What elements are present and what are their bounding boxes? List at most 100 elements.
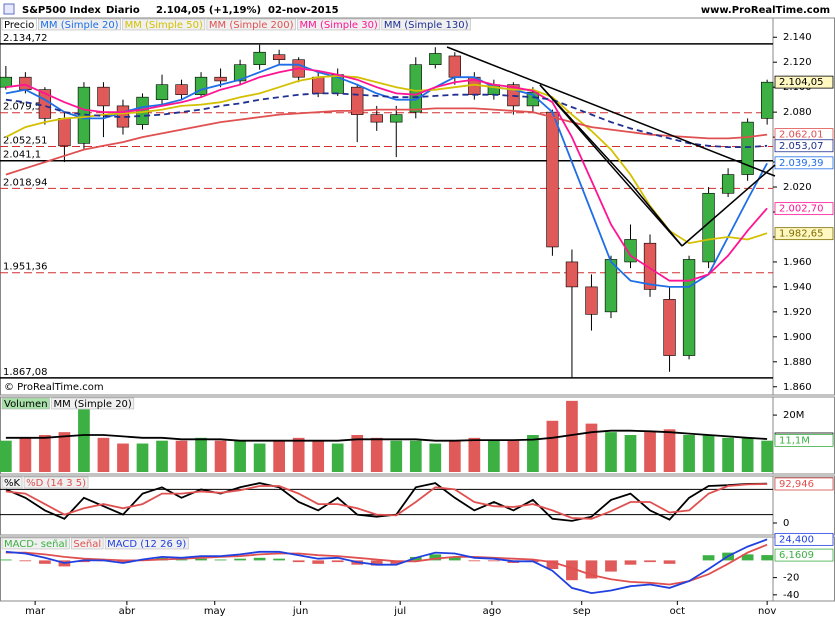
level-label: 1.951,36 bbox=[3, 262, 48, 273]
y-tick-label: 2.020 bbox=[783, 182, 812, 193]
histogram-bar bbox=[566, 560, 578, 581]
candle-body bbox=[546, 111, 559, 248]
candle-body bbox=[155, 84, 169, 100]
candle-body bbox=[721, 174, 735, 194]
volume-bar bbox=[195, 437, 207, 472]
candle-body bbox=[741, 121, 754, 175]
volume-bar bbox=[566, 400, 578, 472]
histogram-bar bbox=[195, 558, 207, 561]
value-tag-label: 24,400 bbox=[779, 534, 814, 545]
value-tag-label: 2.104,05 bbox=[779, 77, 824, 88]
last-price: 2.104,05 (+1,19%) bbox=[156, 5, 261, 16]
value-tag-label: 2.039,39 bbox=[779, 158, 824, 169]
legend-label: MACD- señal bbox=[4, 539, 67, 550]
legend-box bbox=[38, 18, 121, 31]
x-tick-label: oct bbox=[670, 606, 686, 617]
y-tick-label: 1.900 bbox=[783, 332, 812, 343]
value-tag-label: 6,1609 bbox=[779, 550, 814, 561]
volume-bar bbox=[702, 435, 715, 472]
histogram-bar bbox=[761, 555, 773, 561]
x-tick-label: mar bbox=[25, 606, 46, 617]
y-tick-label: -20 bbox=[783, 573, 799, 584]
legend-box bbox=[71, 537, 104, 550]
y-tick-label: 1.960 bbox=[783, 257, 812, 268]
legend-box bbox=[104, 537, 189, 550]
histogram-bar bbox=[331, 560, 344, 563]
candle-body bbox=[429, 53, 442, 66]
candle-body bbox=[19, 76, 32, 90]
histogram-bar bbox=[312, 560, 325, 564]
legend-label: MM (Simple 200) bbox=[209, 20, 294, 31]
candle-body bbox=[604, 259, 618, 313]
candle-body bbox=[565, 261, 579, 288]
histogram-bar bbox=[644, 560, 656, 563]
candle-body bbox=[253, 51, 266, 66]
volume-bar bbox=[429, 443, 442, 472]
volume-bar bbox=[273, 440, 285, 472]
level-label: 2.018,94 bbox=[3, 177, 48, 188]
y-tick-label: -40 bbox=[783, 590, 799, 601]
candle-body bbox=[624, 239, 637, 263]
volume-bar bbox=[39, 435, 51, 472]
histogram-bar bbox=[663, 560, 676, 564]
series-line bbox=[5, 107, 768, 176]
legend-box bbox=[23, 476, 89, 489]
candle-body bbox=[702, 192, 715, 263]
value-tag bbox=[774, 477, 834, 491]
volume-bar bbox=[741, 437, 754, 472]
legend-label: MM (Simple 20) bbox=[54, 399, 132, 410]
value-tag bbox=[774, 548, 834, 562]
volume-bar bbox=[488, 440, 500, 472]
value-tag bbox=[774, 532, 834, 546]
series-line bbox=[5, 538, 768, 595]
x-tick-label: sep bbox=[573, 606, 591, 617]
trendline bbox=[631, 184, 683, 247]
volume-bar bbox=[722, 437, 734, 472]
histogram-bar bbox=[273, 558, 285, 561]
candle-body bbox=[682, 259, 696, 356]
value-tag bbox=[774, 156, 834, 170]
candle-body bbox=[312, 76, 325, 94]
volume-bar bbox=[390, 440, 403, 472]
volume-bar bbox=[624, 435, 637, 472]
x-tick-label: ago bbox=[483, 606, 502, 617]
volume-bar bbox=[292, 437, 305, 472]
volume-bar bbox=[117, 443, 129, 472]
histogram-bar bbox=[605, 560, 617, 572]
y-tick-label: 1.940 bbox=[783, 282, 812, 293]
legend-box bbox=[1, 476, 23, 489]
series-line bbox=[5, 429, 768, 442]
volume-bar bbox=[331, 443, 344, 472]
legend-label: MM (Simple 30) bbox=[300, 20, 378, 31]
title: S&P500 Index bbox=[22, 5, 101, 16]
level-label: 1.867,08 bbox=[3, 367, 48, 378]
volume-bar bbox=[761, 440, 773, 472]
copyright: © ProRealTime.com bbox=[4, 382, 104, 393]
histogram-bar bbox=[546, 560, 559, 569]
volume-bar bbox=[136, 443, 149, 472]
volume-bar bbox=[58, 432, 71, 472]
volume-bar bbox=[370, 437, 383, 472]
candle-body bbox=[409, 64, 422, 113]
volume-bar bbox=[351, 435, 364, 472]
x-tick-label: nov bbox=[758, 606, 776, 617]
value-tag-label: 1.982,65 bbox=[779, 229, 824, 240]
volume-bar bbox=[78, 409, 90, 472]
y-tick-label: 1.860 bbox=[783, 382, 812, 393]
trendlines bbox=[446, 46, 776, 247]
legend-label: MACD (12 26 9) bbox=[107, 539, 186, 550]
y-tick-label: 2.120 bbox=[783, 57, 812, 68]
candle-body bbox=[663, 299, 676, 356]
candle-body bbox=[351, 86, 364, 115]
candle-body bbox=[643, 242, 657, 290]
volume-bar bbox=[468, 437, 481, 472]
histogram-bar bbox=[117, 560, 129, 563]
volume-bar bbox=[585, 423, 598, 472]
y-tick-label: 1.920 bbox=[783, 307, 812, 318]
histogram-bar bbox=[175, 559, 188, 561]
histogram-bar bbox=[19, 560, 32, 562]
legend-label: Precio bbox=[4, 20, 34, 31]
value-tag-label: 92,946 bbox=[779, 479, 814, 490]
volume-bar bbox=[527, 435, 539, 472]
value-tag bbox=[774, 75, 834, 89]
